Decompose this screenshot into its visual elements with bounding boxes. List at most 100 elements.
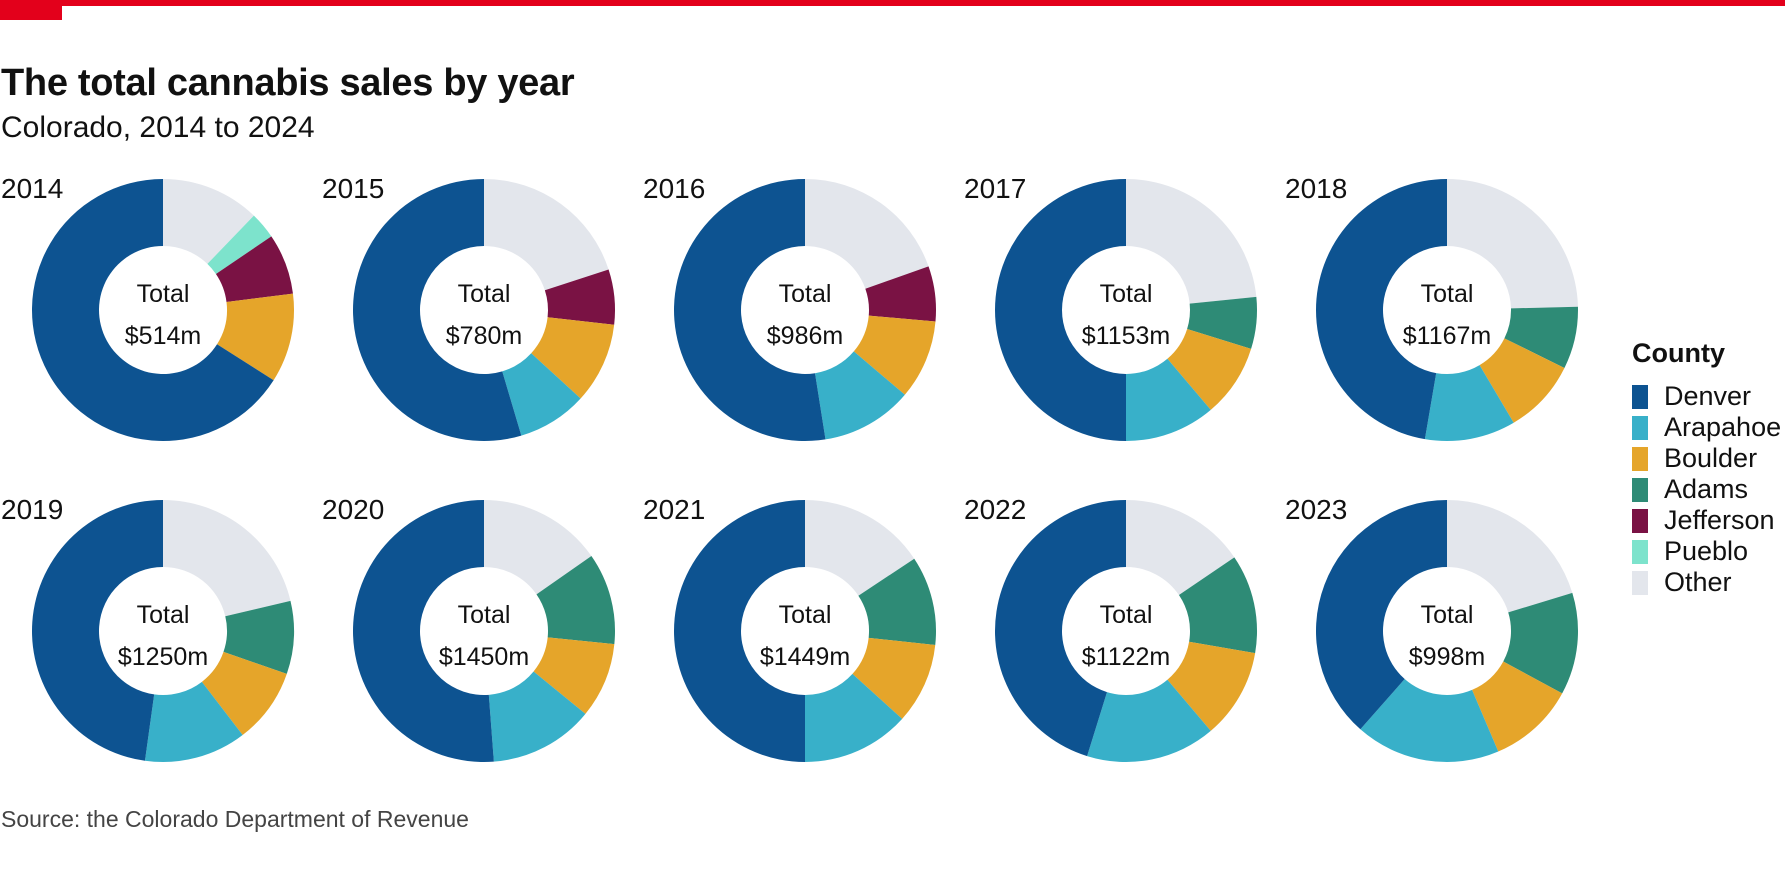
legend-swatch-pueblo: [1632, 539, 1648, 564]
legend-item-pueblo: Pueblo: [1632, 536, 1781, 567]
slice-2023-boulder: [1472, 661, 1563, 752]
center-label-2018: Total: [1421, 280, 1474, 308]
legend-item-other: Other: [1632, 567, 1781, 598]
legend-swatch-adams: [1632, 477, 1648, 502]
slice-2014-pueblo: [207, 215, 272, 275]
slice-2022-arapahoe: [1087, 679, 1211, 762]
legend-swatch-boulder: [1632, 446, 1648, 471]
slice-2017-boulder: [1167, 329, 1252, 410]
total-value-2022: $1122m: [1082, 643, 1171, 671]
year-label-2021: 2021: [643, 494, 705, 525]
slice-2019-arapahoe: [144, 681, 243, 762]
slice-2017-adams: [1187, 296, 1257, 349]
slice-2020-denver: [353, 500, 494, 762]
year-label-2014: 2014: [1, 173, 63, 204]
donut-2021: 2021 Total $1449m: [643, 494, 936, 762]
slice-2019-boulder: [201, 651, 287, 736]
center-label-2019: Total: [137, 601, 190, 629]
legend-item-denver: Denver: [1632, 381, 1781, 412]
total-value-2019: $1250m: [118, 643, 208, 671]
legend-items: Denver Arapahoe Boulder Adams Jefferson …: [1632, 381, 1781, 598]
slice-2018-boulder: [1479, 338, 1565, 423]
slice-2014-other: [163, 179, 254, 264]
slice-2021-denver: [674, 500, 805, 762]
slice-2022-denver: [995, 500, 1126, 757]
slice-2016-boulder: [853, 315, 936, 395]
center-label-2016: Total: [779, 280, 832, 308]
total-value-2020: $1450m: [439, 643, 529, 671]
donut-2019: 2019 Total $1250m: [1, 494, 294, 762]
chart-title: The total cannabis sales by year: [1, 62, 575, 104]
year-label-2017: 2017: [964, 173, 1026, 204]
slice-2020-arapahoe: [488, 671, 586, 762]
slice-2016-denver: [674, 179, 826, 441]
donut-2014: 2014 Total $514m: [1, 173, 294, 442]
source-note: Source: the Colorado Department of Reven…: [1, 806, 469, 832]
year-label-2018: 2018: [1285, 173, 1347, 204]
slice-2016-jefferson: [865, 266, 937, 322]
legend-item-adams: Adams: [1632, 474, 1781, 505]
slice-2019-denver: [32, 500, 163, 761]
year-label-2022: 2022: [964, 494, 1026, 525]
slice-2021-arapahoe: [805, 673, 903, 762]
slice-2019-adams: [223, 600, 294, 674]
slice-2017-other: [1126, 179, 1257, 304]
center-label-2022: Total: [1100, 601, 1153, 629]
center-label-2014: Total: [137, 280, 190, 308]
legend-label-adams: Adams: [1664, 474, 1749, 504]
year-label-2015: 2015: [322, 173, 384, 204]
donut-2016: 2016 Total $986m: [643, 173, 937, 441]
year-label-2019: 2019: [1, 494, 63, 525]
slice-2020-adams: [536, 556, 615, 645]
donut-2020: 2020 Total $1450m: [322, 494, 615, 762]
slice-2015-other: [484, 179, 609, 291]
slice-2014-jefferson: [215, 236, 293, 302]
center-label-2020: Total: [458, 601, 511, 629]
donut-2015: 2015 Total $780m: [322, 173, 615, 441]
year-label-2023: 2023: [1285, 494, 1347, 525]
year-label-2016: 2016: [643, 173, 705, 204]
slice-2018-adams: [1504, 306, 1578, 369]
slice-2022-other: [1126, 500, 1235, 596]
slice-2018-other: [1447, 179, 1578, 309]
total-value-2016: $986m: [767, 322, 843, 350]
total-value-2018: $1167m: [1403, 322, 1492, 350]
slice-2022-adams: [1178, 557, 1257, 654]
donut-2022: 2022 Total $1122m: [964, 494, 1257, 762]
slice-2022-boulder: [1167, 641, 1256, 731]
slice-2016-arapahoe: [815, 351, 905, 440]
slice-2017-denver: [995, 179, 1126, 441]
top-accent-bar: [0, 0, 1785, 6]
legend-label-boulder: Boulder: [1664, 443, 1758, 473]
slice-2018-denver: [1316, 179, 1447, 440]
total-value-2021: $1449m: [760, 643, 850, 671]
legend-item-arapahoe: Arapahoe: [1632, 412, 1781, 443]
center-label-2017: Total: [1100, 280, 1153, 308]
slice-2017-arapahoe: [1126, 358, 1211, 441]
legend-label-arapahoe: Arapahoe: [1664, 412, 1782, 442]
total-value-2017: $1153m: [1082, 322, 1171, 350]
legend-title: County: [1632, 338, 1725, 368]
legend-swatch-denver: [1632, 384, 1648, 409]
slice-2015-arapahoe: [502, 353, 581, 436]
donut-2017: 2017 Total $1153m: [964, 173, 1257, 441]
year-label-2020: 2020: [322, 494, 384, 525]
slice-2023-adams: [1503, 592, 1578, 694]
slice-2021-other: [805, 500, 915, 596]
legend-swatch-jefferson: [1632, 508, 1648, 533]
legend: County Denver Arapahoe Boulder Adams Jef…: [1632, 338, 1781, 598]
total-value-2023: $998m: [1409, 643, 1485, 671]
slice-2023-other: [1447, 500, 1573, 613]
donut-2023: 2023 Total $998m: [1285, 494, 1578, 762]
slice-2021-boulder: [852, 637, 936, 719]
legend-item-jefferson: Jefferson: [1632, 505, 1781, 536]
slice-2016-other: [805, 179, 929, 289]
slice-2023-denver: [1315, 500, 1447, 730]
slice-2015-boulder: [531, 317, 615, 399]
center-label-2023: Total: [1421, 601, 1474, 629]
legend-label-pueblo: Pueblo: [1664, 536, 1749, 566]
legend-item-boulder: Boulder: [1632, 443, 1781, 474]
slice-2015-jefferson: [544, 269, 615, 325]
legend-swatch-other: [1632, 570, 1648, 595]
